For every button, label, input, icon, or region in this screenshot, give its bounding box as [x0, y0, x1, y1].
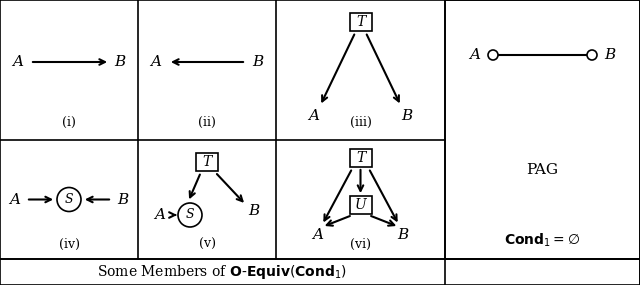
- Text: S: S: [65, 193, 74, 206]
- Text: T: T: [356, 15, 365, 29]
- Text: A: A: [312, 228, 323, 242]
- Text: B: B: [117, 192, 129, 207]
- Text: A: A: [150, 55, 161, 69]
- Bar: [349, 196, 371, 214]
- Text: (iii): (iii): [349, 115, 371, 129]
- Text: $\mathbf{Cond}_1 = \varnothing$: $\mathbf{Cond}_1 = \varnothing$: [504, 231, 580, 249]
- Text: A: A: [13, 55, 24, 69]
- Text: B: B: [604, 48, 616, 62]
- Text: T: T: [356, 151, 365, 165]
- Text: A: A: [154, 208, 166, 222]
- Text: B: B: [248, 204, 260, 218]
- Text: A: A: [10, 192, 20, 207]
- Text: A: A: [308, 109, 319, 123]
- Text: Some Members of $\mathbf{O\text{-}Equiv}(\mathbf{Cond}_1)$: Some Members of $\mathbf{O\text{-}Equiv}…: [97, 263, 348, 281]
- Text: (iv): (iv): [58, 237, 79, 251]
- Circle shape: [488, 50, 498, 60]
- Text: B: B: [401, 109, 413, 123]
- Text: (vi): (vi): [350, 237, 371, 251]
- Text: B: B: [397, 228, 408, 242]
- Text: (v): (v): [198, 237, 216, 251]
- Bar: [349, 149, 371, 167]
- Text: (i): (i): [62, 115, 76, 129]
- Text: S: S: [186, 209, 195, 221]
- Text: B: B: [115, 55, 125, 69]
- Text: U: U: [355, 198, 366, 212]
- Text: (ii): (ii): [198, 115, 216, 129]
- Circle shape: [178, 203, 202, 227]
- Text: T: T: [202, 155, 212, 169]
- Bar: [196, 153, 218, 171]
- Circle shape: [57, 188, 81, 211]
- Bar: [349, 13, 371, 31]
- Text: A: A: [470, 48, 481, 62]
- Text: B: B: [252, 55, 264, 69]
- Circle shape: [587, 50, 597, 60]
- Text: PAG: PAG: [527, 163, 559, 177]
